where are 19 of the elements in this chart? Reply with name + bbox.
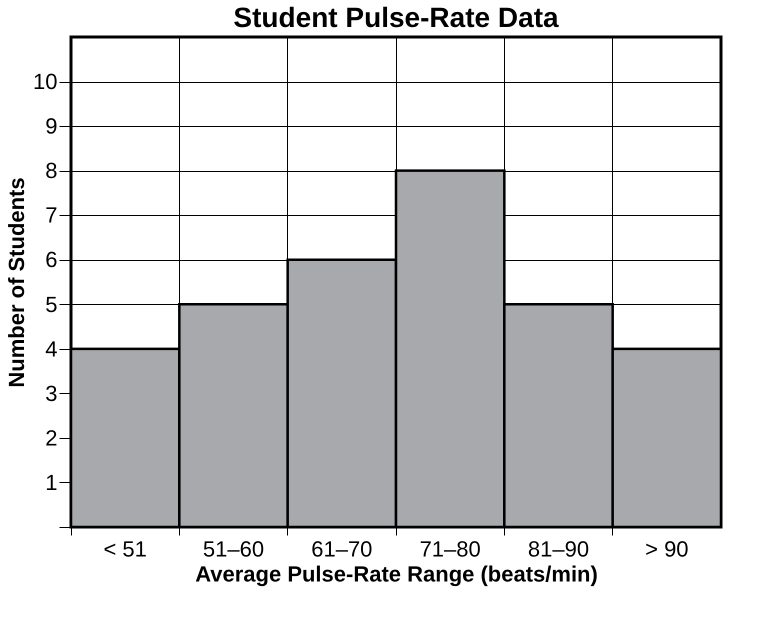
y-tick-label: 2 [45,425,58,450]
x-tick-label: > 90 [645,536,689,562]
y-tick-label: 9 [45,114,58,139]
y-axis-title: Number of Students [4,177,30,388]
y-tick-label: 3 [45,380,58,406]
y-tick-label: 5 [45,292,58,317]
y-tick-label: 6 [45,247,58,272]
y-tick-label: 10 [33,69,58,94]
y-tick-label: 8 [45,158,58,184]
x-axis-title: Average Pulse-Rate Range (beats/min) [195,562,598,586]
y-tick-label: 7 [45,202,58,228]
y-tick-label: 4 [45,336,58,362]
x-tick-label: 51–60 [202,536,264,562]
chart-title: Student Pulse-Rate Data [233,2,560,33]
x-tick-label: 71–80 [420,536,481,562]
x-tick-label: 61–70 [311,536,372,562]
y-tick-label: 1 [45,470,58,495]
x-tick-label: 81–90 [528,536,590,562]
x-tick-label: < 51 [103,536,147,562]
